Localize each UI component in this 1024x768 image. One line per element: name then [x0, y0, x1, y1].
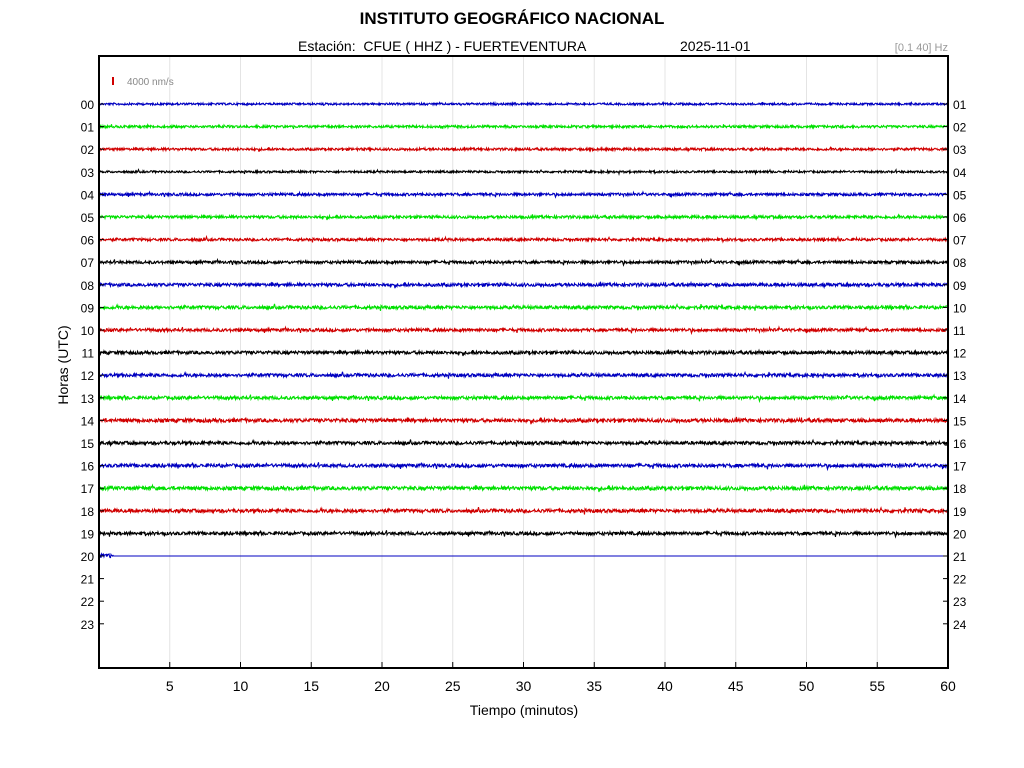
- right-hour-label: 19: [953, 505, 967, 519]
- left-hour-label: 07: [81, 256, 95, 270]
- left-hour-label: 11: [82, 347, 95, 361]
- left-hour-label: 10: [81, 324, 95, 338]
- date-label: 2025-11-01: [680, 38, 751, 54]
- right-hour-label: 23: [953, 595, 967, 609]
- trace-hour-07: [98, 257, 949, 267]
- left-hour-label: 08: [81, 279, 95, 293]
- x-tick-label: 45: [728, 678, 744, 694]
- left-hour-label: 01: [81, 121, 95, 135]
- left-hour-label: 18: [81, 505, 95, 519]
- left-hour-label: 22: [81, 595, 95, 609]
- left-hour-label: 21: [81, 573, 95, 587]
- right-hour-label: 18: [953, 482, 967, 496]
- left-hour-label: 16: [81, 460, 95, 474]
- trace-hour-00: [98, 100, 949, 107]
- left-hour-label: 05: [81, 211, 95, 225]
- trace-hour-20: [98, 552, 948, 559]
- left-hour-axis: 00 01 02 03 04 05 06 07 08 09 10 11 12 13 14 15 16 17 18 19…: [81, 98, 104, 632]
- x-tick-label: 10: [233, 678, 249, 694]
- left-hour-label: 06: [81, 234, 95, 248]
- right-hour-label: 24: [953, 618, 967, 632]
- x-tick-label: 55: [869, 678, 885, 694]
- grid-lines: [169, 56, 878, 668]
- x-tick-label: 40: [657, 678, 673, 694]
- page-title: INSTITUTO GEOGRÁFICO NACIONAL: [359, 9, 665, 28]
- trace-hour-16: [98, 461, 949, 472]
- right-hour-label: 03: [953, 143, 967, 157]
- right-hour-label: 13: [953, 369, 967, 383]
- left-hour-label: 15: [81, 437, 95, 451]
- right-hour-label: 20: [953, 527, 967, 541]
- right-hour-label: 16: [953, 437, 967, 451]
- right-hour-label: 21: [953, 550, 967, 564]
- seismic-traces: [98, 100, 949, 559]
- trace-hour-12: [98, 370, 949, 379]
- left-hour-label: 14: [81, 414, 95, 428]
- trace-hour-15: [98, 438, 949, 448]
- right-hour-label: 22: [953, 573, 967, 587]
- x-tick-label: 30: [516, 678, 532, 694]
- left-hour-label: 09: [81, 301, 95, 315]
- right-hour-label: 07: [953, 234, 967, 248]
- trace-hour-06: [98, 234, 949, 244]
- right-hour-label: 11: [953, 324, 966, 338]
- y-axis-label: Horas (UTC): [55, 325, 71, 404]
- trace-hour-18: [98, 506, 949, 515]
- right-hour-label: 17: [953, 460, 967, 474]
- x-tick-label: 20: [374, 678, 390, 694]
- trace-hour-10: [98, 325, 949, 336]
- left-hour-label: 23: [81, 618, 95, 632]
- trace-hour-11: [98, 348, 949, 357]
- left-hour-label: 12: [81, 369, 95, 383]
- trace-hour-13: [98, 393, 949, 404]
- left-hour-label: 00: [81, 98, 95, 112]
- trace-hour-02: [98, 145, 949, 153]
- filter-band-label: [0.1 40] Hz: [894, 42, 948, 54]
- trace-hour-19: [98, 529, 949, 539]
- left-hour-label: 19: [81, 527, 95, 541]
- trace-hour-09: [98, 303, 949, 312]
- trace-hour-05: [98, 213, 949, 221]
- scale-label: 4000 nm/s: [127, 77, 174, 88]
- trace-hour-04: [98, 190, 949, 199]
- right-hour-label: 10: [953, 301, 967, 315]
- x-tick-label: 15: [303, 678, 319, 694]
- x-tick-label: 35: [586, 678, 602, 694]
- left-hour-label: 17: [81, 482, 95, 496]
- trace-hour-03: [98, 168, 949, 176]
- left-hour-label: 20: [81, 550, 95, 564]
- right-hour-label: 01: [953, 98, 967, 112]
- right-hour-label: 09: [953, 279, 967, 293]
- x-axis-label: Tiempo (minutos): [470, 702, 578, 718]
- right-hour-label: 14: [953, 392, 967, 406]
- right-hour-axis: 01 02 03 04 05 06 07 08 09 10 11 12 13 14 15 16 17 18 19 20…: [943, 98, 967, 632]
- trace-hour-17: [98, 483, 949, 493]
- x-tick-label: 60: [940, 678, 956, 694]
- right-hour-label: 12: [953, 347, 967, 361]
- right-hour-label: 02: [953, 121, 967, 135]
- x-tick-label: 25: [445, 678, 461, 694]
- scale-bar: [112, 77, 114, 85]
- right-hour-label: 08: [953, 256, 967, 270]
- left-hour-label: 03: [81, 166, 95, 180]
- left-hour-label: 13: [81, 392, 95, 406]
- trace-hour-01: [98, 122, 949, 130]
- station-subtitle: Estación: CFUE ( HHZ ) - FUERTEVENTURA: [298, 38, 587, 54]
- trace-hour-08: [98, 280, 949, 290]
- left-hour-label: 04: [81, 188, 95, 202]
- x-tick-label: 5: [166, 678, 174, 694]
- right-hour-label: 05: [953, 188, 967, 202]
- trace-hour-14: [98, 416, 949, 425]
- right-hour-label: 15: [953, 414, 967, 428]
- left-hour-label: 02: [81, 143, 95, 157]
- right-hour-label: 06: [953, 211, 967, 225]
- amplitude-scale: 4000 nm/s: [112, 77, 174, 88]
- x-tick-label: 50: [799, 678, 815, 694]
- right-hour-label: 04: [953, 166, 967, 180]
- x-axis: 5 10 15 20 25 30 35 40 45 50 55 60: [166, 662, 956, 694]
